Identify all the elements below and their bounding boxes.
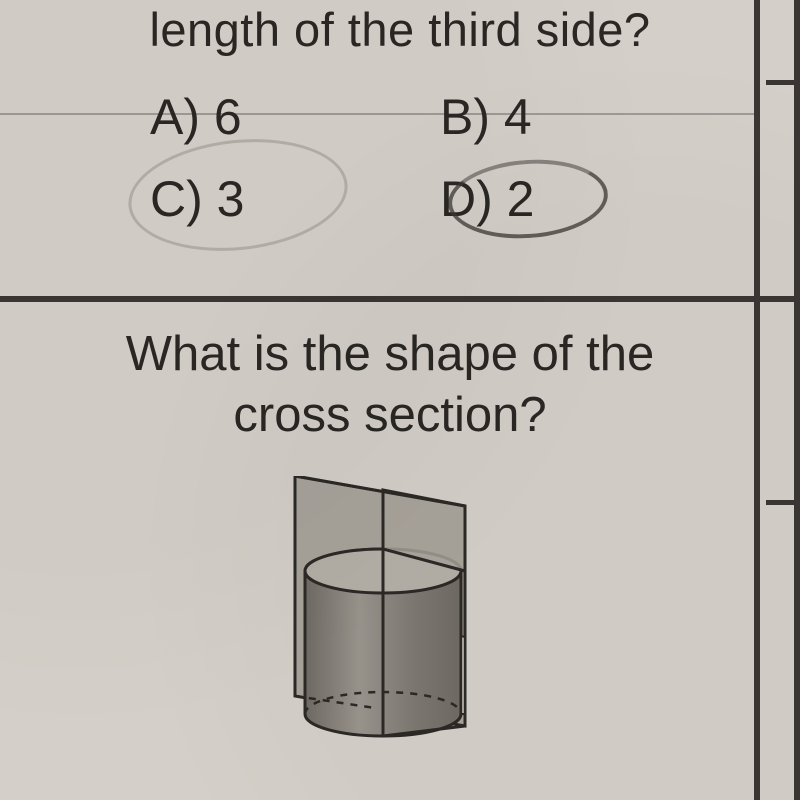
q2-line1: What is the shape of the	[126, 327, 654, 381]
worksheet-page: length of the third side? A) 6 B) 4 C) 3…	[0, 0, 800, 800]
q1-options-row-1: A) 6 B) 4	[40, 88, 740, 146]
q2-prompt: What is the shape of the cross section?	[30, 324, 750, 447]
option-b[interactable]: B) 4	[440, 88, 620, 146]
cell-right-margin	[766, 0, 800, 800]
plane-right-sliver	[461, 636, 465, 714]
q2-line2: cross section?	[233, 388, 546, 442]
right-col-divider-1	[766, 80, 800, 85]
cross-section-figure	[255, 476, 515, 776]
right-col-divider-2	[766, 500, 800, 505]
q1-fragment-text: length of the third side?	[60, 2, 740, 57]
option-a[interactable]: A) 6	[150, 88, 330, 146]
